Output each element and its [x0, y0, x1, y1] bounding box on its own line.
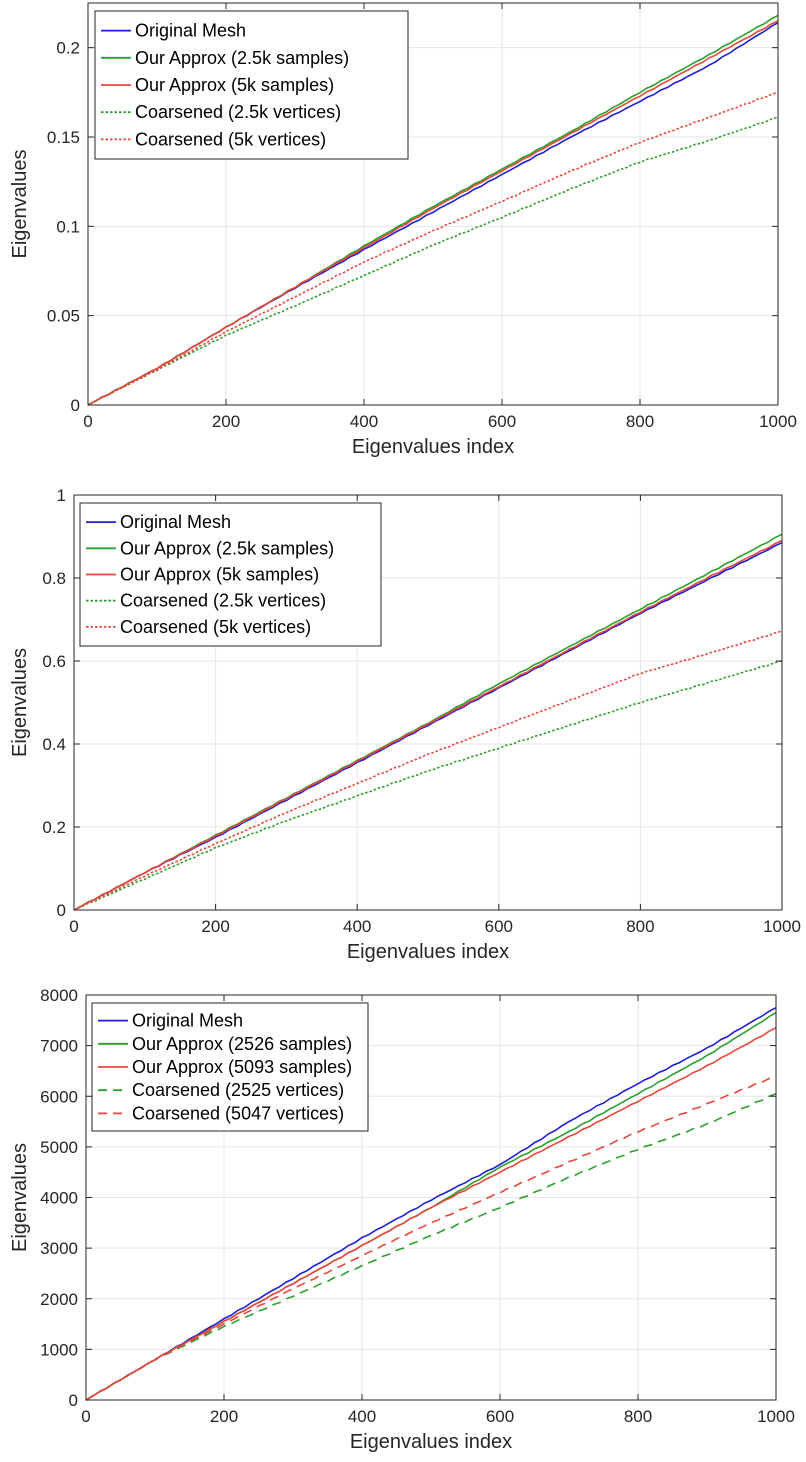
series-line-coarsened-2-5k-vertices [73, 660, 783, 911]
y-tick-label: 0.2 [42, 818, 66, 837]
legend-entry: Our Approx (2526 samples) [132, 1034, 352, 1054]
legend-entry: Coarsened (2.5k vertices) [120, 591, 326, 611]
x-axis-label: Eigenvalues index [352, 436, 514, 458]
series-line-our-approx-5093-samples [85, 1027, 777, 1401]
legend-entry: Original Mesh [132, 1011, 243, 1031]
chart-3: 0 200 400 600 800 1000 0 1000 2000 3000 4000 5000 60… [9, 986, 795, 1453]
x-tick-label: 600 [488, 412, 516, 431]
y-axis-label: Eigenvalues [9, 648, 31, 757]
series-line-our-approx-5k-samples [73, 539, 783, 911]
x-tick-label: 400 [348, 1407, 376, 1426]
y-axis-label: Eigenvalues [9, 1143, 31, 1252]
axes-frame [73, 494, 783, 911]
y-tick-label: 0.6 [42, 652, 66, 671]
x-tick-label: 600 [486, 1407, 514, 1426]
y-tick-label: 2000 [40, 1290, 78, 1309]
y-tick-label: 0 [69, 1391, 78, 1410]
y-tick-label: 7000 [40, 1037, 78, 1056]
y-tick-label: 4000 [40, 1189, 78, 1208]
y-tick-label: 0.8 [42, 569, 66, 588]
legend-entry: Our Approx (2.5k samples) [135, 48, 349, 68]
legend-box [79, 502, 382, 647]
y-tick-label: 0.2 [56, 39, 80, 58]
chart-1: 0 200 400 600 800 1000 0 0.05 0.1 0.15 0.2 Eigenval… [9, 2, 797, 458]
y-tick-label: 1000 [40, 1340, 78, 1359]
legend-box [94, 10, 409, 160]
legend-entry: Our Approx (5k samples) [120, 565, 319, 585]
series-line-coarsened-5k-vertices [87, 91, 779, 406]
series-line-coarsened-5k-vertices [73, 630, 783, 911]
y-tick-label: 0 [57, 901, 66, 920]
series-line-coarsened-2525-vertices [85, 1092, 777, 1401]
y-tick-label: 0.05 [47, 307, 80, 326]
x-tick-label: 0 [83, 412, 92, 431]
x-tick-label: 200 [212, 412, 240, 431]
y-tick-label: 0.1 [56, 217, 80, 236]
legend-entry: Coarsened (5047 vertices) [132, 1103, 344, 1123]
y-tick-label: 8000 [40, 986, 78, 1005]
chart-2: 0 200 400 600 800 1000 0 0.2 0.4 0.6 0.8 1 Eigenvalu… [9, 486, 801, 963]
x-tick-label: 1000 [763, 917, 801, 936]
x-tick-label: 800 [626, 917, 654, 936]
legend-entry: Our Approx (5093 samples) [132, 1057, 352, 1077]
x-tick-label: 1000 [757, 1407, 795, 1426]
x-tick-label: 0 [81, 1407, 90, 1426]
x-tick-label: 1000 [759, 412, 797, 431]
legend-entry: Original Mesh [135, 21, 246, 41]
legend: Original Mesh Our Approx (2526 samples) Ou… [91, 1002, 369, 1132]
x-tick-label: 200 [210, 1407, 238, 1426]
legend-entry: Coarsened (5k vertices) [135, 129, 326, 149]
y-tick-label: 3000 [40, 1239, 78, 1258]
x-tick-label: 400 [343, 917, 371, 936]
legend-entry: Our Approx (5k samples) [135, 75, 334, 95]
legend-entry: Coarsened (5k vertices) [120, 617, 311, 637]
y-tick-label: 0.4 [42, 735, 66, 754]
legend-entry: Coarsened (2.5k vertices) [135, 102, 341, 122]
y-axis-label: Eigenvalues [9, 150, 31, 259]
legend: Original Mesh Our Approx (2.5k samples) Ou… [79, 502, 382, 647]
y-tick-label: 1 [57, 486, 66, 505]
series-line-our-approx-5k-samples [87, 20, 779, 406]
x-axis-label: Eigenvalues index [350, 1431, 512, 1453]
x-tick-label: 800 [624, 1407, 652, 1426]
legend-entry: Original Mesh [120, 512, 231, 532]
legend: Original Mesh Our Approx (2.5k samples) Ou… [94, 10, 409, 160]
legend-entry: Our Approx (2.5k samples) [120, 538, 334, 558]
x-axis-label: Eigenvalues index [347, 941, 509, 963]
x-tick-label: 200 [201, 917, 229, 936]
y-tick-label: 6000 [40, 1087, 78, 1106]
y-tick-label: 0 [71, 396, 80, 415]
y-tick-label: 5000 [40, 1138, 78, 1157]
x-tick-label: 0 [69, 917, 78, 936]
x-tick-label: 400 [350, 412, 378, 431]
legend-box [91, 1002, 369, 1132]
axes-frame [87, 2, 779, 406]
x-tick-label: 600 [485, 917, 513, 936]
series-line-original-mesh [85, 1006, 777, 1401]
y-tick-label: 0.15 [47, 128, 80, 147]
x-tick-label: 800 [626, 412, 654, 431]
legend-entry: Coarsened (2525 vertices) [132, 1080, 344, 1100]
